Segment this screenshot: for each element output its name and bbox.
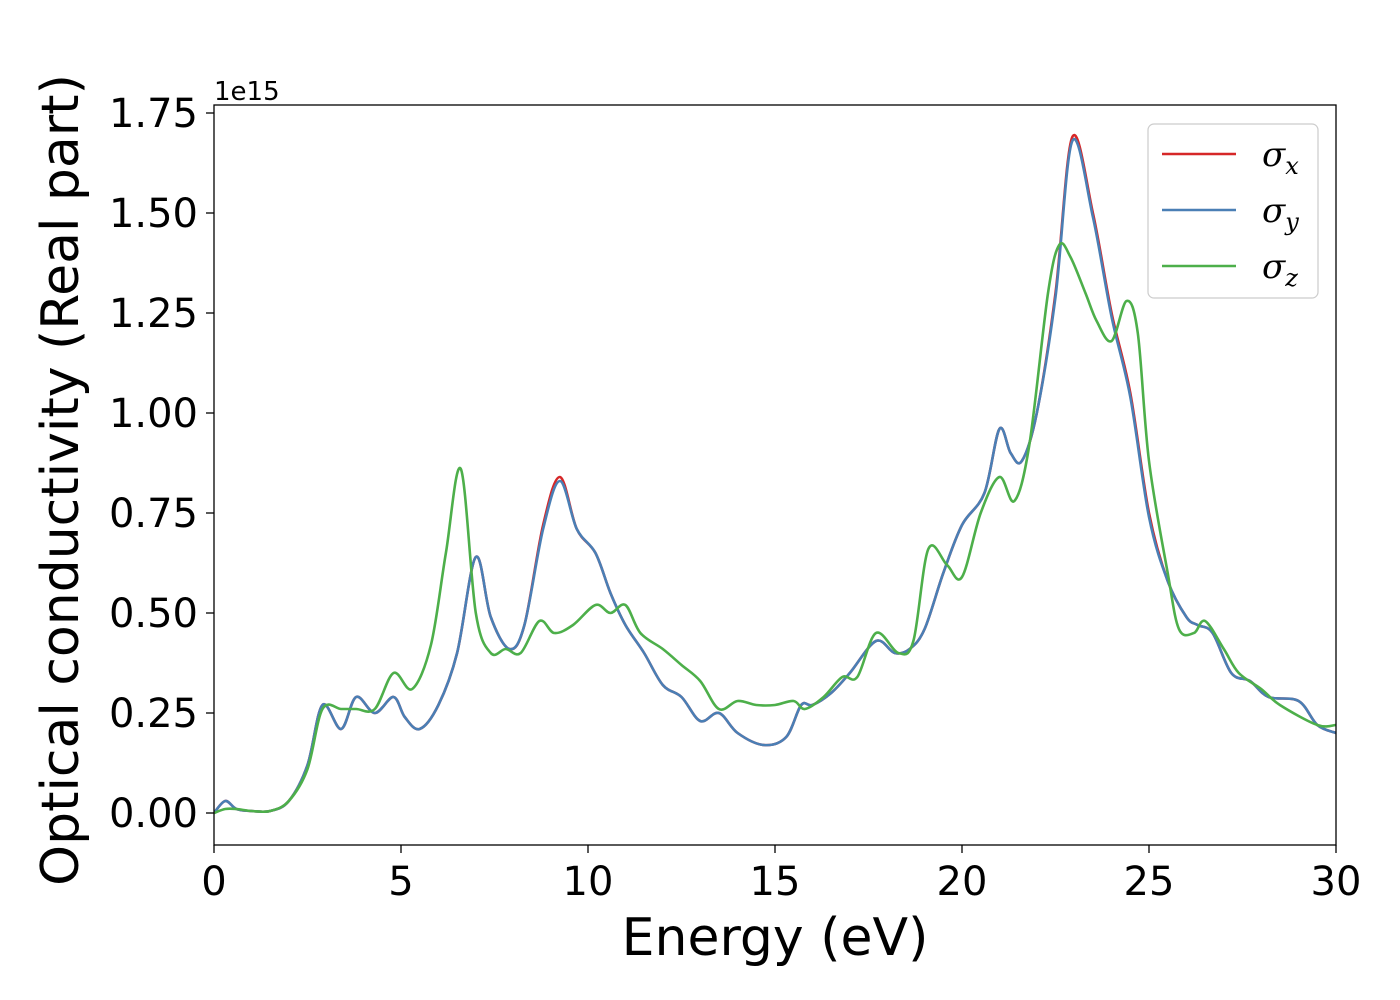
legend-label-y: σy	[1262, 191, 1299, 236]
y-tick-label: 0.25	[109, 691, 198, 737]
y-tick-label: 0.00	[109, 791, 198, 837]
x-tick-label: 25	[1124, 859, 1175, 905]
y-offset-text: 1e15	[214, 77, 280, 107]
y-tick-label: 1.75	[109, 91, 198, 137]
y-tick-label: 1.00	[109, 391, 198, 437]
x-axis-ticks: 0 5 10 15 20 25 30	[201, 845, 1361, 905]
x-tick-label: 20	[937, 859, 988, 905]
x-tick-label: 15	[750, 859, 801, 905]
y-tick-label: 0.75	[109, 491, 198, 537]
series-lines	[214, 133, 1336, 815]
x-tick-label: 5	[388, 859, 413, 905]
y-axis-ticks: 0.00 0.25 0.50 0.75 1.00 1.25 1.50 1.75	[109, 91, 214, 837]
y-tick-label: 1.50	[109, 191, 198, 237]
y-tick-label: 1.25	[109, 291, 198, 337]
legend-label-z: σz	[1262, 247, 1298, 292]
series-line-z	[214, 241, 1336, 815]
x-tick-label: 10	[563, 859, 614, 905]
x-tick-label: 30	[1311, 859, 1362, 905]
x-axis-label: Energy (eV)	[622, 908, 929, 968]
series-line-y	[214, 137, 1336, 814]
y-axis-label: Optical conductivity (Real part)	[31, 74, 91, 886]
x-tick-label: 0	[201, 859, 226, 905]
legend-label-x: σx	[1262, 135, 1299, 180]
legend: σx σy σz	[1147, 123, 1319, 299]
y-tick-label: 0.50	[109, 591, 198, 637]
